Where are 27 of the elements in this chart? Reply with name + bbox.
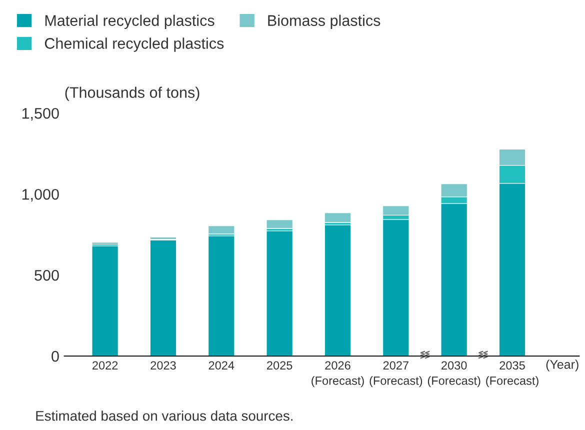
y-tick-label: 1,500 [22, 108, 59, 121]
bar [266, 230, 293, 356]
x-tick-label: 2026 (Forecast) [312, 361, 364, 388]
legend-label: Chemical recycled plastics [44, 38, 224, 52]
text: Estimated based on various data sources. [36, 410, 292, 421]
x-tick-label: 2025 [267, 361, 292, 370]
x-axis-title: (Year) [546, 360, 578, 372]
x-tick-label: 2030 (Forecast) [428, 361, 480, 388]
x-tick-label: 2024 [208, 361, 234, 370]
x-tick-label: 2023 [150, 361, 176, 370]
x-tick-label: 2022 [92, 361, 118, 370]
legend-label: Biomass plastics [268, 14, 380, 29]
bar [208, 236, 235, 356]
x-tick-label: 2027 (Forecast) [370, 361, 422, 388]
y-tick-label: 500 [34, 270, 59, 281]
y-tick-label: 0 [52, 350, 59, 362]
legend-label: Material recycled plastics [45, 14, 214, 29]
bar [324, 212, 352, 223]
x-tick-label: 2035 (Forecast) [486, 361, 538, 388]
bar [208, 226, 235, 234]
bar [324, 224, 352, 356]
bar [150, 240, 177, 356]
bar [92, 246, 118, 356]
bar [266, 220, 293, 229]
y-tick-label: 1,000 [22, 188, 59, 202]
bar [382, 219, 410, 356]
y-axis-title: (Thousands of tons) [65, 86, 200, 101]
